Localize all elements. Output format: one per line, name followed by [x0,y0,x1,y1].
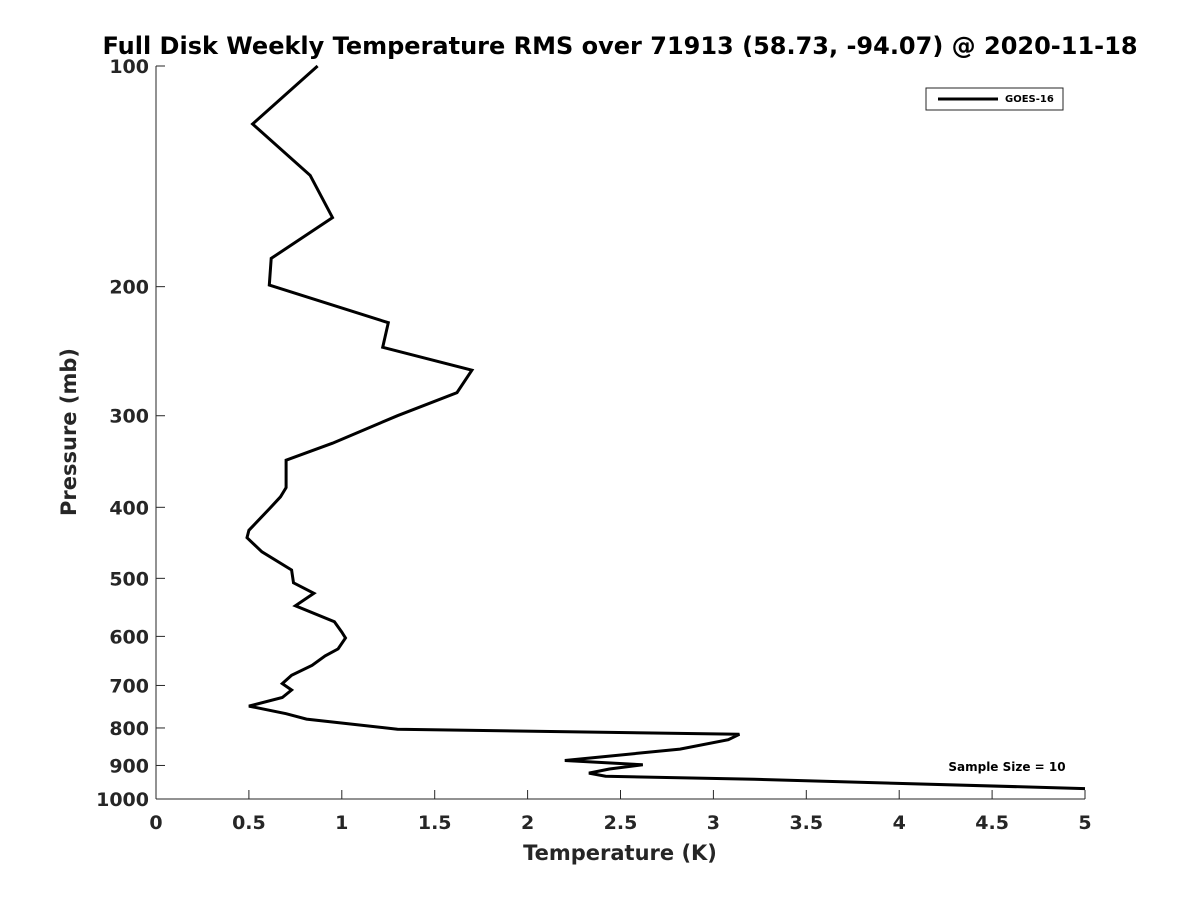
y-tick-label: 600 [109,626,149,648]
y-tick-label: 900 [109,755,149,777]
chart-title: Full Disk Weekly Temperature RMS over 71… [102,32,1137,60]
x-tick-label: 2 [521,812,534,834]
x-tick-label: 4.5 [975,812,1009,834]
x-tick-label: 5 [1078,812,1091,834]
y-tick-label: 700 [109,675,149,697]
y-axis-label: Pressure (mb) [57,348,81,516]
y-ticks: 100 200 300 400 500 600 700 800 900 1000 [96,56,165,811]
series-line-goes-16 [245,64,1086,791]
axes [155,66,1085,800]
y-tick-label: 1000 [96,789,149,811]
y-tick-label: 500 [109,568,149,590]
x-tick-label: 4 [893,812,906,834]
y-tick-label: 100 [109,56,149,78]
x-tick-label: 2.5 [604,812,638,834]
x-ticks: 0 0.5 1 1.5 2 2.5 3 3.5 4 4.5 5 [149,790,1092,834]
series-layer [245,64,1086,791]
x-tick-label: 0.5 [232,812,266,834]
x-tick-label: 1 [335,812,348,834]
legend-label-goes-16: GOES-16 [1005,94,1054,105]
y-tick-label: 800 [109,718,149,740]
x-tick-label: 3 [707,812,720,834]
x-tick-label: 0 [149,812,162,834]
y-tick-label: 300 [109,406,149,428]
x-tick-label: 3.5 [789,812,823,834]
sample-size-annotation: Sample Size = 10 [948,760,1065,774]
x-tick-label: 1.5 [418,812,452,834]
x-axis-label: Temperature (K) [523,841,717,865]
legend: GOES-16 [925,87,1064,111]
y-tick-label: 400 [109,497,149,519]
y-tick-label: 200 [109,277,149,299]
